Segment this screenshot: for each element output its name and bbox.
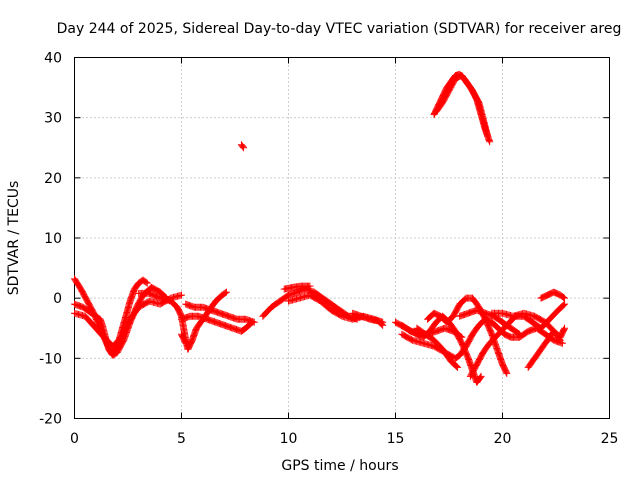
x-tick-label: 20 bbox=[494, 431, 512, 447]
series-b5 bbox=[349, 309, 387, 329]
data-point bbox=[516, 330, 524, 338]
data-point bbox=[306, 282, 314, 290]
y-tick-label: -10 bbox=[39, 351, 62, 367]
series-b4 bbox=[237, 141, 248, 152]
y-tick-label: -20 bbox=[39, 412, 62, 428]
data-point bbox=[250, 318, 258, 326]
data-point bbox=[561, 294, 569, 302]
x-tick-label: 5 bbox=[177, 431, 186, 447]
x-tick-label: 0 bbox=[70, 431, 79, 447]
axis-ticks bbox=[74, 57, 610, 419]
series-d7 bbox=[524, 324, 569, 371]
y-tick-label: 30 bbox=[44, 111, 62, 127]
data-point bbox=[503, 369, 511, 377]
y-tick-label: 20 bbox=[44, 171, 62, 187]
data-point bbox=[142, 278, 150, 286]
data-point bbox=[561, 300, 569, 308]
x-tick-label: 15 bbox=[387, 431, 405, 447]
data-point bbox=[457, 333, 465, 341]
y-tick-label: 40 bbox=[44, 51, 62, 67]
data-point bbox=[477, 372, 485, 380]
series-d8 bbox=[537, 288, 569, 302]
data-point bbox=[458, 333, 466, 341]
data-point bbox=[502, 368, 510, 376]
x-tick-label: 10 bbox=[280, 431, 298, 447]
data-point bbox=[378, 320, 386, 328]
series-d10 bbox=[398, 321, 466, 341]
series-c2 bbox=[432, 72, 492, 140]
x-axis-label: GPS time / hours bbox=[281, 458, 398, 474]
data-point bbox=[221, 289, 229, 297]
data-point bbox=[222, 288, 230, 296]
data-point bbox=[484, 132, 492, 140]
data-point bbox=[377, 320, 385, 328]
series-a3 bbox=[71, 291, 185, 350]
series-a7 bbox=[178, 330, 190, 347]
data-point bbox=[561, 324, 569, 332]
y-tick-label: 10 bbox=[44, 231, 62, 247]
data-point bbox=[453, 362, 461, 370]
data-points bbox=[71, 70, 569, 386]
data-point bbox=[560, 325, 568, 333]
series-a6 bbox=[182, 300, 258, 326]
y-axis-label: SDTVAR / TECUs bbox=[6, 181, 22, 296]
data-point bbox=[454, 363, 462, 371]
data-point bbox=[476, 373, 484, 381]
data-point bbox=[515, 330, 523, 338]
tick-labels: 0 5 10 15 20 25 -20 -10 0 10 20 30 40 bbox=[39, 51, 618, 448]
chart-title: Day 244 of 2025, Sidereal Day-to-day VTE… bbox=[57, 21, 622, 37]
data-point bbox=[379, 321, 387, 329]
series-b3 bbox=[280, 282, 314, 293]
data-point bbox=[559, 293, 567, 301]
series-d9 bbox=[456, 306, 524, 338]
x-tick-label: 25 bbox=[601, 431, 619, 447]
data-point bbox=[143, 279, 151, 287]
data-point bbox=[486, 138, 494, 146]
data-point bbox=[239, 143, 247, 151]
data-point bbox=[560, 301, 568, 309]
data-point bbox=[240, 144, 248, 152]
y-tick-label: 0 bbox=[53, 291, 62, 307]
data-point bbox=[182, 339, 190, 347]
data-point bbox=[178, 291, 185, 299]
data-point bbox=[181, 338, 189, 346]
